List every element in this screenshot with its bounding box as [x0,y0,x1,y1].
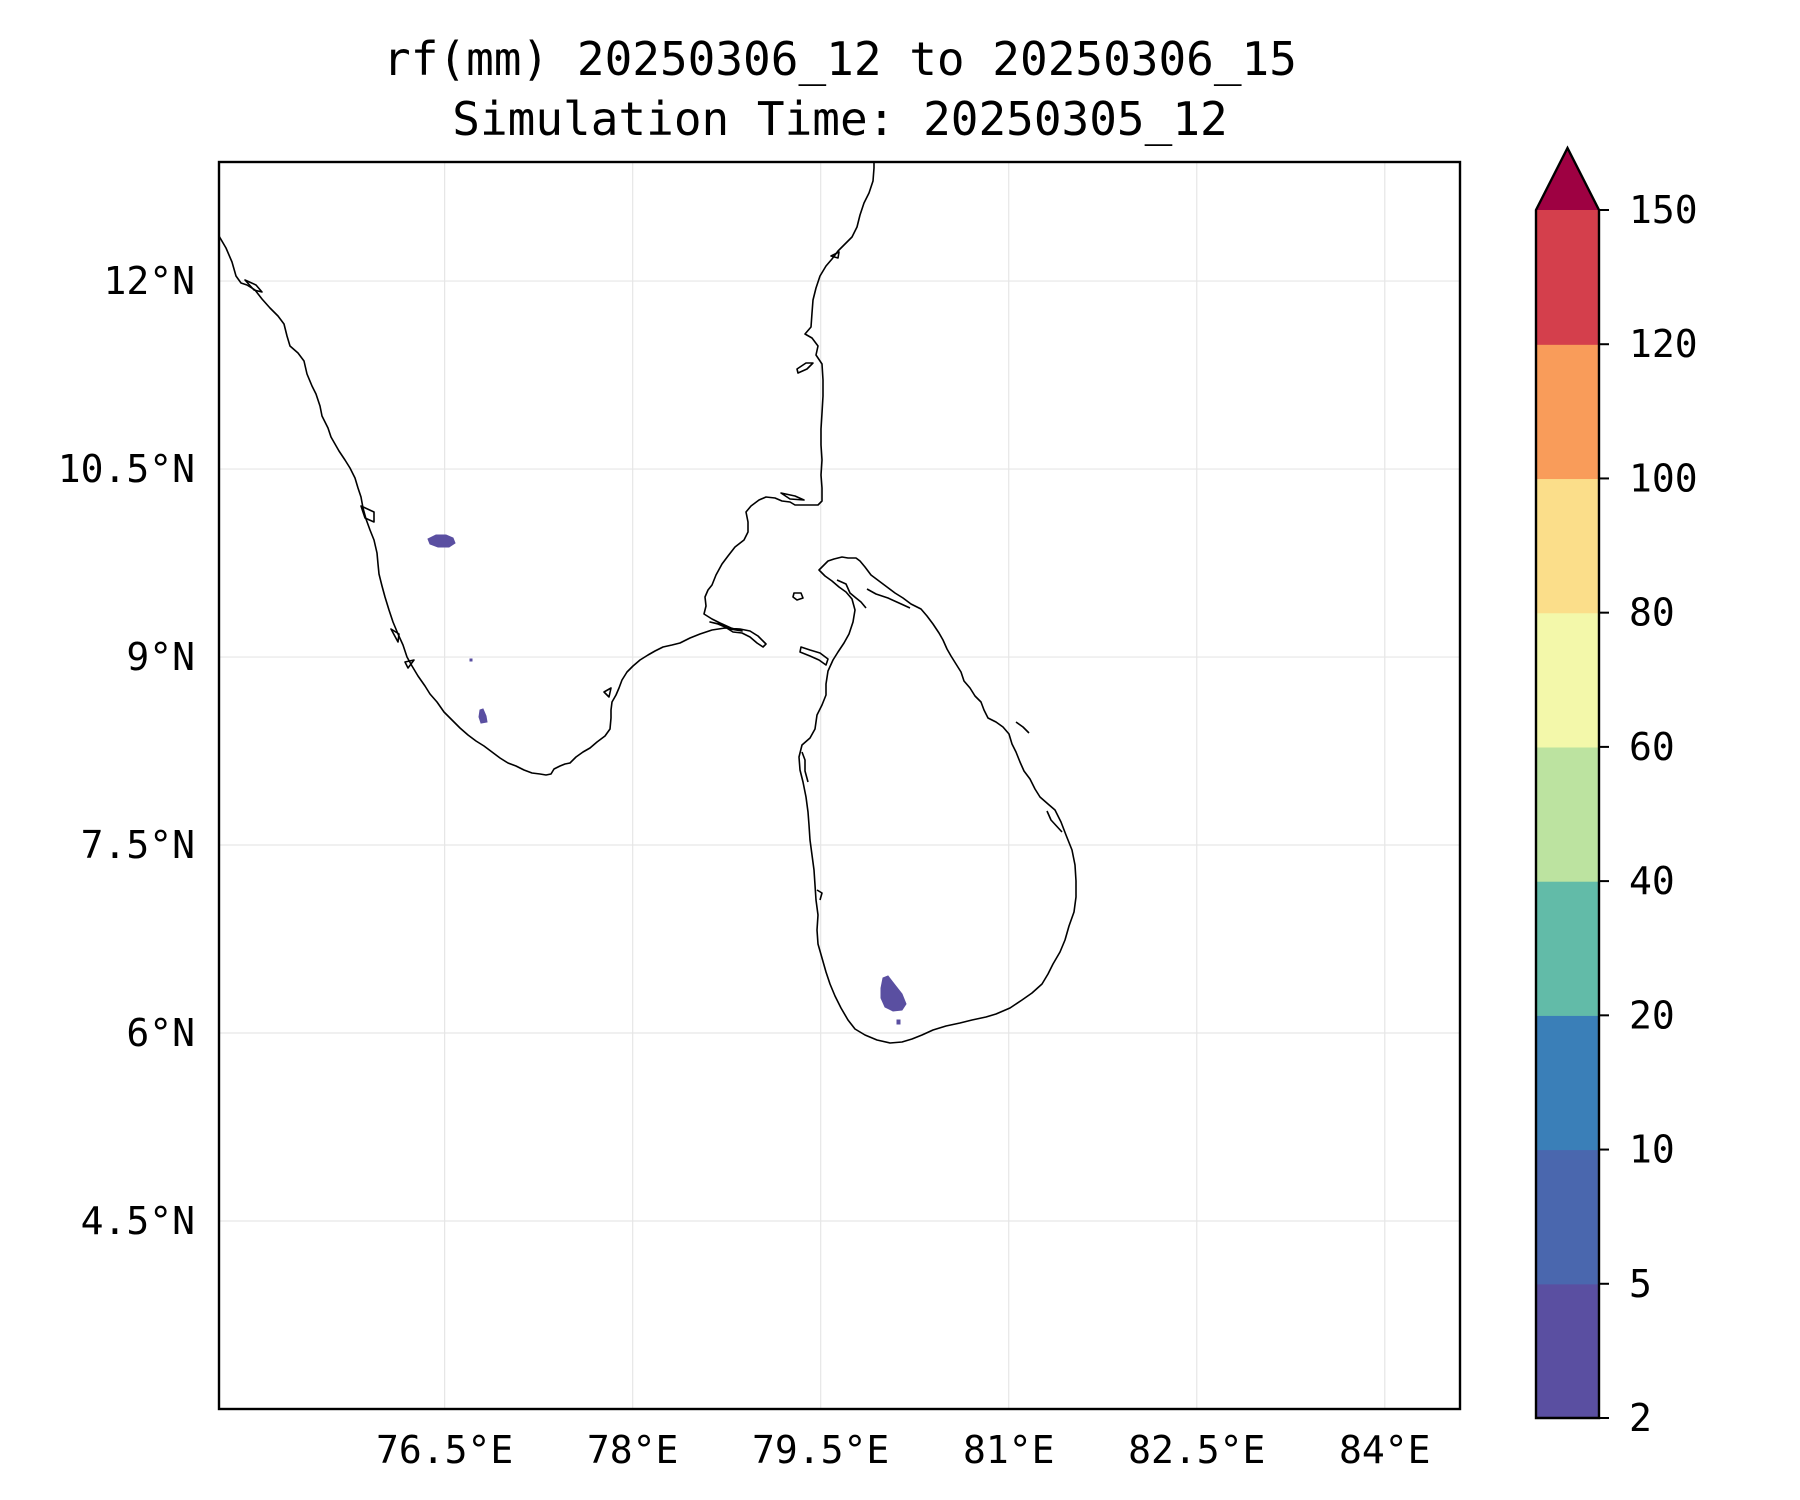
puttalam-lagoon [801,751,809,783]
longitude-tick-label: 78°E [587,1428,679,1472]
mannar-island [799,646,829,666]
colorbar-tick-label: 20 [1629,993,1675,1037]
colorbar-bin [1536,478,1599,614]
map-subtitle: Simulation Time: 20250305_12 [452,92,1228,146]
colorbar-bin [1536,210,1599,345]
longitude-tick-label: 84°E [1339,1428,1431,1472]
india-islet [360,505,375,523]
colorbar-bin [1536,1149,1599,1285]
map-layers [219,162,1077,1044]
india-islet [404,659,415,669]
colorbar-bins [1536,210,1599,1419]
colorbar-bin [1536,881,1599,1016]
colorbar-tick-labels: 2 5 10 20 40 60 80 100 120 150 [1599,188,1698,1440]
longitude-tick-label: 82.5°E [1128,1428,1265,1472]
sri-lanka-lagoon [866,588,911,609]
india-islet [830,251,840,259]
rain-patch-sri-lanka-dot [896,1019,901,1025]
latitude-tick-label: 6°N [126,1011,195,1055]
colorbar-tick-label: 120 [1629,322,1698,366]
colorbar-tick-label: 5 [1629,1262,1652,1306]
latitude-tick-label: 7.5°N [81,823,195,867]
map-frame [217,160,1462,1411]
longitude-tick-label: 76.5°E [376,1428,513,1472]
rain-patch-sri-lanka [880,975,907,1012]
sri-lanka-lagoon [836,579,867,609]
colorbar-bin [1536,1283,1599,1419]
india-islet [603,687,612,698]
india-islet [244,279,263,293]
colorbar-bin [1536,746,1599,882]
colorbar: 2 5 10 20 40 60 80 100 120 150 [1534,145,1698,1440]
coastline-layer [219,162,1077,1044]
india-islet [780,492,805,501]
india-islet [390,628,400,643]
colorbar-tick-label: 10 [1629,1128,1675,1172]
sri-lanka-coastline [798,556,1077,1044]
latitude-tick-label: 9°N [126,635,195,679]
sri-lanka-bay [1015,721,1030,734]
colorbar-tick-label: 100 [1629,456,1698,500]
sri-lanka-bay [816,889,823,901]
latitude-tick-label: 4.5°N [81,1199,195,1243]
colorbar-outline [1534,145,1601,1420]
india-islet [796,362,814,374]
longitude-tick-label: 79.5°E [752,1428,889,1472]
colorbar-tick-label: 80 [1629,591,1675,635]
longitude-tick-label: 81°E [963,1428,1055,1472]
latitude-tick-label: 10.5°N [58,447,195,491]
colorbar-bin [1536,1015,1599,1151]
rain-patch-kerala [427,534,456,548]
rain-patch-tamil-nadu-dot [469,658,473,662]
sri-lanka-bay [1046,810,1063,833]
colorbar-extend-arrow [1536,148,1599,210]
graticule [219,162,1460,1409]
rain-patch-tamil-nadu [478,708,488,724]
colorbar-tick-label: 150 [1629,188,1698,232]
map-title: rf(mm) 20250306_12 to 20250306_15 [383,32,1297,86]
latitude-tick-labels: 12°N 10.5°N 9°N 7.5°N 6°N 4.5°N [58,259,195,1243]
colorbar-tick-label: 60 [1629,725,1675,769]
latitude-tick-label: 12°N [103,259,195,303]
colorbar-tick-label: 2 [1629,1396,1652,1440]
longitude-tick-labels: 76.5°E 78°E 79.5°E 81°E 82.5°E 84°E [376,1428,1431,1472]
india-coastline [219,162,875,776]
colorbar-bin [1536,612,1599,748]
colorbar-bin [1536,344,1599,480]
jaffna-islet [792,592,804,601]
colorbar-tick-label: 40 [1629,859,1675,903]
rain-patch-layer [427,534,907,1025]
